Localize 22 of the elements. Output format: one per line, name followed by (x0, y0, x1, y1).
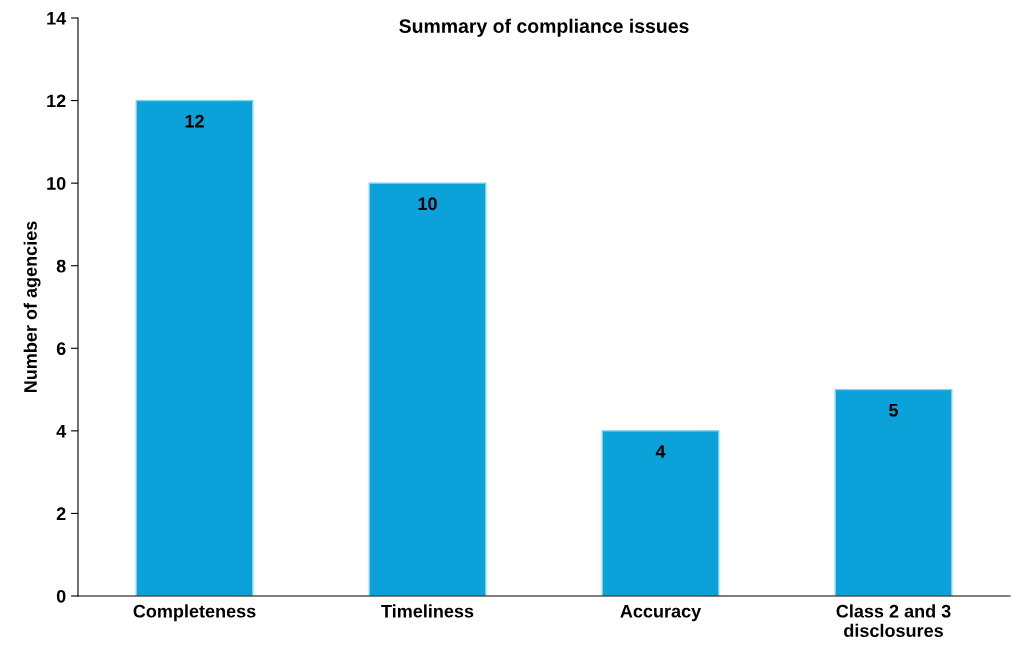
bar (368, 182, 487, 596)
chart-title: Summary of compliance issues (399, 18, 689, 37)
data-label: 4 (655, 445, 666, 458)
y-tick-label: 4 (56, 424, 67, 438)
y-tick-label: 2 (56, 507, 66, 520)
y-tick-label: 14 (47, 12, 67, 25)
y-tick-label: 12 (47, 94, 66, 108)
y-axis-title: Number of agencies (23, 221, 41, 393)
x-tick-label: Timeliness (381, 604, 474, 618)
y-tick-label: 6 (56, 342, 66, 356)
bar (601, 430, 720, 596)
data-label: 5 (889, 403, 899, 417)
data-label: 10 (418, 197, 437, 211)
x-tick-label: Class 2 and 3 disclosures (836, 604, 951, 638)
y-tick-label: 8 (56, 259, 66, 273)
x-tick-label: Completeness (133, 604, 256, 622)
x-tick-label: Accuracy (620, 605, 702, 622)
data-label: 12 (185, 114, 204, 128)
y-tick-label: 10 (47, 177, 66, 190)
bar (135, 99, 254, 596)
bar (834, 388, 953, 596)
y-tick-label: 0 (56, 589, 66, 603)
